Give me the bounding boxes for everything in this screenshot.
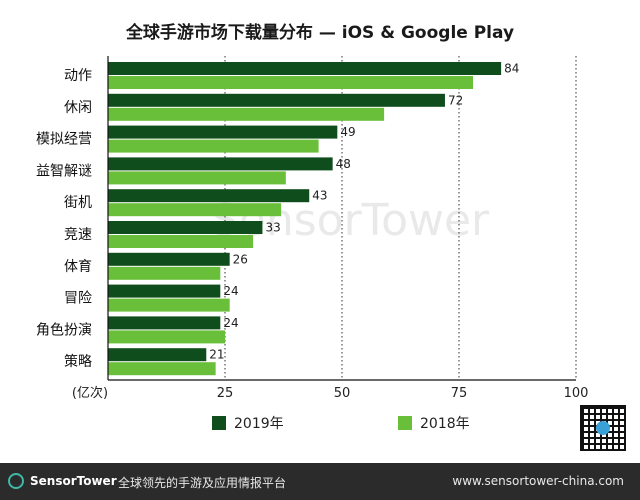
- bar-2019年-模拟经营: [108, 125, 338, 139]
- bar-2019年-体育: [108, 252, 230, 266]
- data-label: 84: [504, 62, 519, 76]
- data-label: 33: [265, 221, 280, 235]
- bar-2019年-策略: [108, 348, 207, 362]
- qr-code: [580, 405, 626, 451]
- data-label: 21: [209, 348, 224, 362]
- bar-2019年-竞速: [108, 221, 263, 234]
- footer-brand: SensorTower: [30, 474, 117, 488]
- footer-bar: SensorTower 全球领先的手游及应用情报平台 www.sensortow…: [0, 463, 640, 500]
- bar-2018年-体育: [108, 266, 221, 280]
- bar-2019年-益智解谜: [108, 157, 333, 171]
- data-label: 24: [223, 316, 238, 330]
- x-tick-label: 75: [451, 386, 468, 401]
- data-label: 24: [223, 284, 238, 298]
- sensortower-logo-icon: [8, 473, 24, 489]
- legend-label-2018: 2018年: [420, 416, 470, 432]
- bar-2018年-动作: [108, 76, 474, 89]
- data-label: 49: [340, 125, 355, 139]
- chart-title: 全球手游市场下载量分布 — iOS & Google Play: [125, 23, 515, 43]
- bar-2018年-冒险: [108, 298, 230, 312]
- bar-2018年-益智解谜: [108, 171, 286, 185]
- bar-2019年-冒险: [108, 284, 221, 298]
- x-tick-label: 25: [217, 386, 234, 401]
- legend: 2019年 2018年: [0, 413, 640, 433]
- bar-2019年-动作: [108, 62, 502, 75]
- category-label: 冒险: [64, 291, 92, 307]
- footer-url[interactable]: www.sensortower-china.com: [452, 474, 624, 488]
- bar-2018年-竞速: [108, 235, 254, 248]
- category-label: 益智解谜: [36, 163, 92, 179]
- category-label: 街机: [64, 195, 92, 211]
- bar-2018年-角色扮演: [108, 330, 225, 344]
- legend-swatch-2019: [212, 416, 226, 430]
- category-label: 休闲: [64, 100, 92, 116]
- legend-swatch-2018: [398, 416, 412, 430]
- bar-2019年-角色扮演: [108, 316, 221, 330]
- category-label: 模拟经营: [36, 132, 92, 148]
- data-label: 72: [448, 93, 463, 107]
- footer-tagline: 全球领先的手游及应用情报平台: [118, 476, 287, 490]
- data-label: 26: [233, 252, 248, 266]
- x-tick-label: 50: [334, 386, 351, 401]
- legend-item-2019: 2019年: [212, 413, 284, 433]
- bar-2018年-模拟经营: [108, 139, 319, 153]
- x-tick-label: 100: [564, 386, 589, 401]
- bar-2018年-策略: [108, 362, 216, 376]
- bar-2019年-休闲: [108, 93, 445, 107]
- bar-2018年-街机: [108, 203, 282, 217]
- category-label: 角色扮演: [36, 321, 92, 338]
- category-label: 动作: [64, 68, 92, 84]
- data-label: 48: [336, 157, 351, 171]
- category-label: 策略: [64, 353, 92, 370]
- legend-item-2018: 2018年: [398, 413, 470, 433]
- category-label: 竞速: [64, 226, 92, 243]
- category-label: 体育: [64, 259, 92, 275]
- data-label: 43: [312, 189, 327, 203]
- axis-unit-label: (亿次): [72, 385, 108, 401]
- legend-label-2019: 2019年: [234, 416, 284, 432]
- bar-2018年-休闲: [108, 107, 385, 121]
- bar-2019年-街机: [108, 189, 310, 203]
